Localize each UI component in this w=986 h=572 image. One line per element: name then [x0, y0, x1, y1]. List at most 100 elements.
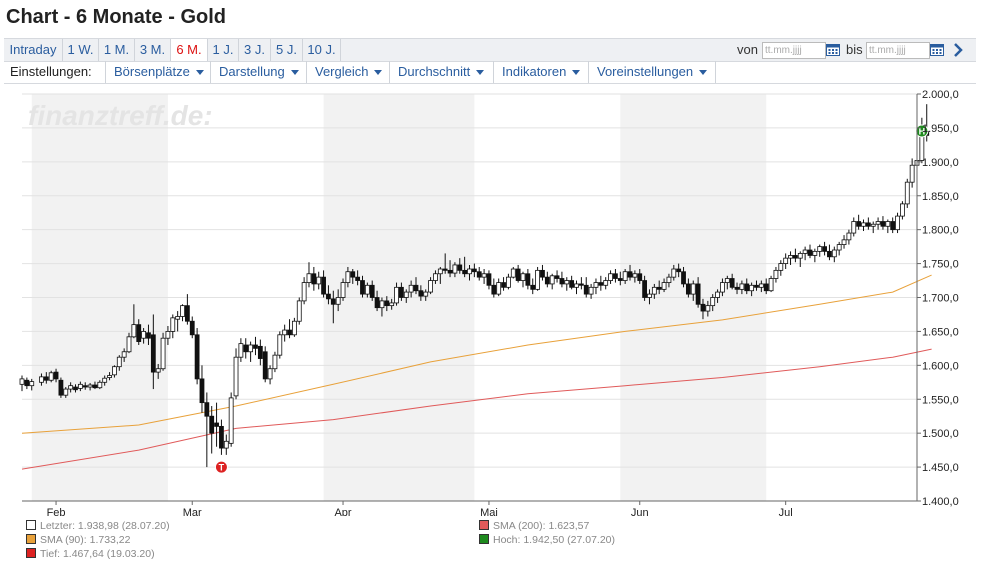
- candle-body: [797, 253, 803, 259]
- candle: [656, 280, 662, 295]
- candle-body: [306, 273, 312, 283]
- marker-circle: [214, 460, 228, 474]
- tab-1m[interactable]: 1 M.: [99, 39, 135, 61]
- candle-body: [506, 276, 511, 288]
- caret-down-icon: [290, 70, 299, 76]
- to-date-field[interactable]: tt.mm.jjjj: [866, 42, 930, 59]
- candle: [282, 324, 288, 342]
- candle-body: [700, 303, 706, 312]
- candle: [471, 263, 477, 278]
- low-marker: T: [214, 460, 228, 474]
- candle-body: [617, 278, 623, 281]
- candle-body: [515, 268, 521, 281]
- candle-body: [146, 332, 151, 339]
- calendar-icon[interactable]: [826, 43, 840, 56]
- candle: [627, 264, 633, 281]
- from-date-field[interactable]: tt.mm.jjjj: [762, 42, 826, 59]
- candle: [219, 419, 224, 455]
- candle: [107, 372, 112, 381]
- candle: [116, 355, 122, 371]
- settings-bar: Einstellungen: Börsenplätze Darstellung …: [4, 61, 976, 84]
- marker-label: T: [219, 463, 225, 473]
- legend-sma200: SMA (200): 1.623,57: [479, 519, 589, 533]
- candle-body: [724, 278, 730, 283]
- candle: [335, 289, 341, 312]
- candle-body: [875, 221, 881, 225]
- candle-body: [491, 284, 497, 295]
- candle-body: [865, 222, 871, 227]
- candle: [408, 280, 414, 298]
- candle-body: [360, 280, 365, 295]
- candle: [68, 382, 74, 393]
- candlesticks: [19, 104, 930, 468]
- candle-body: [107, 375, 112, 378]
- menu-darstellung[interactable]: Darstellung: [210, 61, 299, 83]
- caret-down-icon: [374, 70, 383, 76]
- candle: [836, 241, 842, 256]
- candle-body: [262, 351, 268, 380]
- candle-body: [690, 283, 696, 295]
- menu-vergleich[interactable]: Vergleich: [306, 61, 383, 83]
- candle: [613, 269, 618, 283]
- candle: [822, 241, 827, 256]
- candle: [535, 266, 540, 291]
- menu-voreinstellungen[interactable]: Voreinstellungen: [588, 61, 717, 83]
- menu-label: Börsenplätze: [114, 64, 190, 79]
- menu-label: Durchschnitt: [398, 64, 471, 79]
- candle: [262, 346, 268, 383]
- y-tick-label: 1.450,0: [922, 462, 959, 474]
- candle-body: [437, 268, 443, 275]
- menu-boersenplaetze[interactable]: Börsenplätze: [105, 61, 204, 83]
- from-label: von: [737, 42, 758, 57]
- candle: [437, 266, 443, 284]
- candle: [554, 270, 560, 283]
- candle: [364, 282, 370, 298]
- tab-5j[interactable]: 5 J.: [271, 39, 303, 61]
- menu-durchschnitt[interactable]: Durchschnitt: [389, 61, 485, 83]
- candle-body: [209, 415, 215, 434]
- candle: [666, 273, 672, 288]
- candle-body: [433, 273, 438, 281]
- candle-body: [661, 282, 667, 290]
- candle-body: [340, 282, 346, 298]
- candle-body: [335, 297, 341, 305]
- candle-body: [155, 368, 161, 373]
- candle: [598, 275, 604, 291]
- x-tick-label: Apr: [334, 507, 351, 516]
- candle-body: [77, 383, 83, 389]
- candle: [243, 338, 249, 359]
- tab-intraday[interactable]: Intraday: [4, 39, 63, 61]
- candle-body: [189, 320, 195, 336]
- candle-body: [895, 215, 900, 231]
- candle-body: [768, 278, 774, 292]
- tab-1w[interactable]: 1 W.: [63, 39, 99, 61]
- candle: [24, 377, 30, 390]
- menu-indikatoren[interactable]: Indikatoren: [493, 61, 581, 83]
- chevron-right-icon[interactable]: [952, 41, 964, 59]
- candle: [792, 248, 798, 263]
- candle: [651, 283, 657, 299]
- candle-body: [715, 291, 720, 298]
- candle: [326, 285, 331, 305]
- tab-1j[interactable]: 1 J.: [208, 39, 239, 61]
- candle-body: [87, 384, 93, 388]
- tab-3m[interactable]: 3 M.: [135, 39, 171, 61]
- candle: [895, 212, 900, 234]
- y-tick-label: 1.550,0: [922, 394, 959, 406]
- candle: [574, 280, 579, 295]
- tab-6m[interactable]: 6 M.: [171, 39, 208, 61]
- candle-body: [613, 273, 618, 279]
- legend-text: Tief: 1.467,64 (19.03.20): [40, 548, 155, 560]
- candle-body: [870, 223, 876, 227]
- candle: [19, 375, 25, 392]
- candle-body: [861, 222, 866, 227]
- candle: [97, 380, 103, 390]
- candle: [525, 269, 531, 290]
- calendar-icon[interactable]: [930, 43, 944, 56]
- tab-3j[interactable]: 3 J.: [239, 39, 271, 61]
- candle-body: [773, 269, 779, 279]
- candle: [340, 278, 346, 301]
- candle-body: [428, 280, 433, 293]
- candle-body: [150, 334, 156, 373]
- tab-10j[interactable]: 10 J.: [303, 39, 341, 61]
